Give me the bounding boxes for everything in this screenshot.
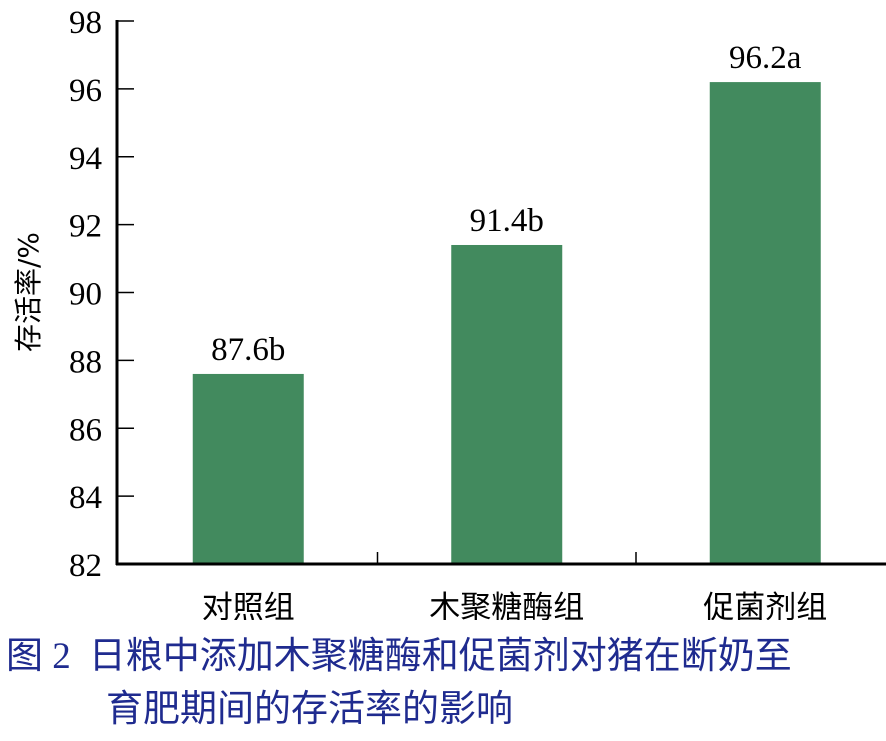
bar-value-label: 91.4b: [470, 203, 544, 239]
y-tick-label: 84: [69, 480, 102, 516]
y-tick-label: 82: [69, 548, 102, 584]
caption-line-1: 日粮中添加木聚糖酶和促菌剂对猪在断奶至: [88, 634, 792, 677]
y-tick-label: 86: [69, 412, 102, 448]
figure-caption: 图 2 日粮中添加木聚糖酶和促菌剂对猪在断奶至 育肥期间的存活率的影响: [6, 630, 886, 735]
y-tick-label: 96: [69, 73, 102, 109]
x-category-label: 对照组: [202, 590, 295, 620]
y-axis-ticks: 82 84 86 88 90 92 94 96 98: [69, 5, 134, 584]
y-tick-label: 90: [69, 277, 102, 313]
bar-chart: 82 84 86 88 90 92 94 96 98 87.6b 91.4b 96.2a 对照组 木聚…: [12, 5, 886, 620]
x-category-label: 促菌剂组: [703, 590, 827, 620]
x-axis-ticks: [376, 552, 637, 564]
x-axis-category-labels: 对照组 木聚糖酶组 促菌剂组: [202, 590, 828, 620]
y-tick-label: 98: [69, 5, 102, 41]
y-tick-label: 92: [69, 209, 102, 245]
y-axis-label: 存活率/%: [12, 232, 45, 352]
x-category-label: 木聚糖酶组: [429, 590, 584, 620]
bar-value-label: 87.6b: [211, 332, 285, 368]
y-tick-label: 88: [69, 344, 102, 380]
bar: [709, 82, 821, 565]
bar: [192, 373, 304, 564]
caption-line-2: 育肥期间的存活率的影响: [106, 687, 513, 730]
bar: [451, 244, 563, 565]
y-tick-label: 94: [69, 141, 102, 177]
figure-number: 图 2: [6, 636, 71, 677]
bars: 87.6b 91.4b 96.2a: [192, 40, 821, 565]
bar-value-label: 96.2a: [729, 40, 802, 76]
